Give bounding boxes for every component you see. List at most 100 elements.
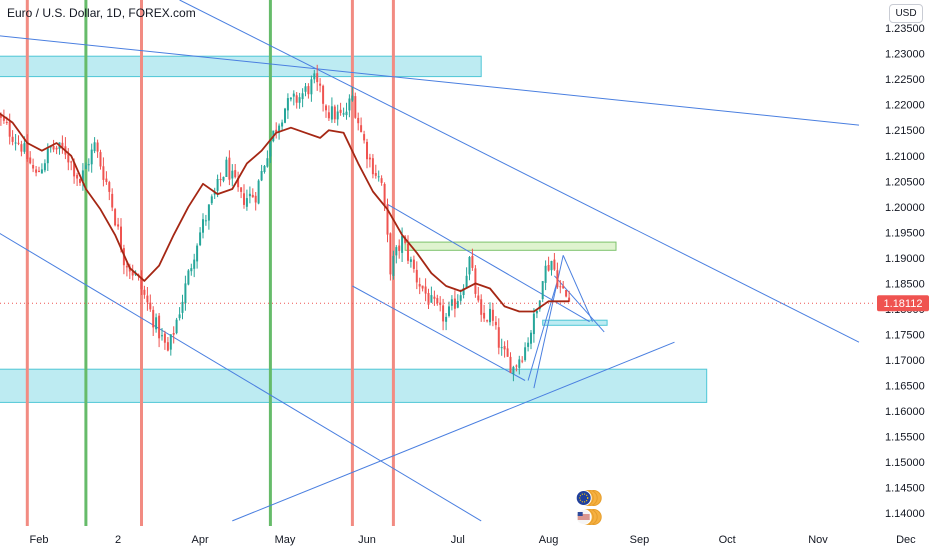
price-tick-label: 1.22000 — [885, 100, 925, 112]
candle-body — [158, 315, 161, 339]
candle-body — [67, 154, 70, 163]
candle-body — [248, 193, 251, 197]
candle-body — [562, 285, 565, 289]
time-tick-label: Jul — [451, 534, 465, 546]
candle-body — [345, 111, 348, 116]
candle-body — [398, 245, 401, 251]
candle-body — [193, 259, 196, 269]
candle-body — [535, 310, 538, 314]
price-tick-label: 1.16000 — [885, 406, 925, 418]
candle-body — [17, 142, 20, 144]
time-axis[interactable]: Feb 2 Apr May Jun Jul Aug Sep Oct Nov Dec — [0, 526, 932, 550]
candle-body — [43, 163, 46, 171]
candle-body — [117, 224, 120, 227]
candle-body — [336, 111, 339, 120]
candle-body — [395, 247, 398, 256]
time-tick-label: May — [275, 534, 296, 546]
candle-body — [184, 283, 187, 304]
time-tick-label: Apr — [192, 534, 209, 546]
candle-body — [11, 136, 14, 142]
candle-body — [427, 293, 430, 305]
candle-body — [81, 170, 84, 182]
price-tick-label: 1.19500 — [885, 227, 925, 239]
candle-body — [319, 83, 322, 86]
candle-body — [509, 356, 512, 373]
chart-title: Euro / U.S. Dollar, 1D, FOREX.com — [7, 6, 196, 20]
candle-body — [166, 342, 169, 351]
candle-body — [202, 219, 204, 233]
event-badge-group — [575, 490, 602, 506]
candle-body — [386, 204, 389, 235]
candle-body — [231, 170, 234, 179]
candle-body — [360, 125, 363, 133]
candle-body — [40, 169, 43, 174]
candle-body — [172, 333, 175, 335]
price-tick-label: 1.23500 — [885, 23, 925, 35]
time-axis-ticks: Feb 2 Apr May Jun Jul Aug Sep Oct Nov Dec — [30, 534, 917, 546]
candle-body — [392, 255, 395, 276]
price-axis-background — [875, 0, 932, 526]
last-price-tag: 1.18112 — [877, 295, 929, 312]
candle-body — [207, 204, 210, 221]
trendline — [0, 35, 860, 126]
candle-body — [503, 346, 506, 350]
red-vertical-marker — [350, 0, 354, 526]
candle-body — [527, 342, 530, 347]
price-tick-label: 1.21500 — [885, 125, 925, 137]
candle-body — [219, 179, 222, 180]
last-price-tag-background — [877, 295, 929, 312]
candle-body — [532, 313, 535, 335]
candle-body — [462, 288, 465, 295]
eu-flag-icon — [575, 490, 592, 506]
candle-body — [263, 165, 266, 172]
eu-stars — [579, 493, 589, 503]
time-tick-label: Sep — [630, 534, 650, 546]
time-tick-label: Jun — [358, 534, 376, 546]
price-tick-label: 1.15500 — [885, 432, 925, 444]
candle-body — [289, 97, 292, 100]
candle-body — [2, 116, 5, 121]
candle-body — [199, 232, 202, 246]
candle-body — [310, 79, 313, 95]
candle-body — [471, 255, 474, 268]
candle-body — [286, 98, 289, 111]
price-tick-label: 1.20000 — [885, 202, 925, 214]
candle-body — [8, 121, 11, 137]
candle-body — [38, 170, 40, 172]
us-canton — [577, 512, 583, 516]
currency-selector-button[interactable]: USD — [889, 4, 923, 23]
candle-body — [61, 142, 64, 148]
candle-body — [450, 299, 453, 306]
candle-body — [465, 275, 468, 289]
candle-body — [243, 193, 245, 205]
price-axis[interactable]: 1.23500 1.23000 1.22500 1.22000 1.21500 1.210… — [875, 0, 932, 526]
candle-body — [175, 319, 178, 334]
price-tick-label: 1.16500 — [885, 381, 925, 393]
green-vertical-marker — [84, 0, 88, 526]
candle-body — [155, 317, 158, 330]
candle-body — [281, 122, 284, 127]
candle-body — [79, 178, 81, 183]
candle-body — [421, 285, 424, 289]
candle-body — [433, 296, 436, 299]
trendline — [179, 0, 860, 343]
candle-body — [76, 174, 79, 179]
candle-body — [544, 265, 547, 283]
trendline — [562, 255, 593, 322]
candle-body — [480, 299, 483, 315]
candle-body — [530, 332, 532, 344]
candle-body — [368, 157, 371, 160]
candle-body — [342, 113, 345, 115]
candle-body — [163, 333, 166, 343]
trendline — [527, 280, 558, 381]
candle-body — [111, 193, 114, 208]
candle-body — [363, 134, 366, 141]
candle-body — [254, 195, 257, 203]
candle-body — [524, 347, 527, 361]
candle-body — [445, 316, 448, 322]
candle-body — [70, 161, 73, 163]
price-tick-label: 1.21000 — [885, 151, 925, 163]
